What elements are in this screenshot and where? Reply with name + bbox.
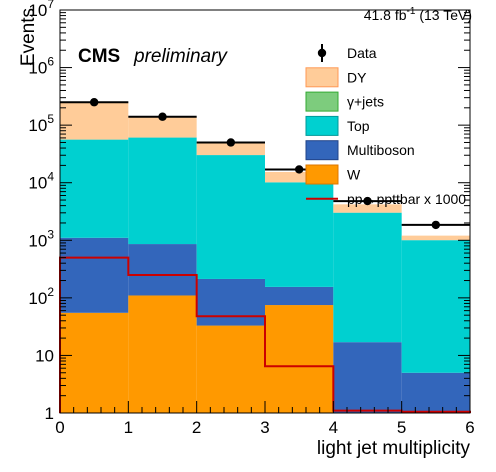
data-point-5: [431, 220, 441, 230]
bar-w-1: [128, 295, 197, 413]
y-tick-exp-6: 6: [47, 55, 54, 69]
bar-top-5: [401, 240, 470, 373]
y-tick-base-5: 10: [28, 116, 47, 135]
data-point-3: [294, 165, 304, 174]
bar-top-4: [333, 212, 402, 343]
data-point-0: [89, 98, 99, 107]
legend-marker-data: [317, 48, 327, 58]
x-tick-label-6: 6: [465, 418, 474, 437]
y-tick-label-4: 104: [28, 170, 54, 193]
x-tick-label-0: 0: [55, 418, 64, 437]
bar-dy-2: [196, 143, 265, 156]
data-point-2: [226, 138, 236, 147]
lumi-value: 41.8 fb: [364, 7, 407, 23]
bar-dy-4: [333, 204, 402, 213]
legend-label-pp-ppttbar-x-1000: pp→ppttbar x 1000: [347, 191, 466, 207]
legend-label-jets: γ+jets: [347, 94, 384, 110]
bar-multiboson-5: [401, 372, 470, 413]
y-tick-exp-2: 2: [47, 285, 54, 299]
lumi-exponent: -1: [407, 6, 416, 17]
legend-marker-multiboson: [305, 140, 339, 161]
x-tick-label-1: 1: [124, 418, 133, 437]
cms-label: CMS: [78, 46, 120, 67]
x-tick-label-4: 4: [329, 418, 338, 437]
legend-marker-top: [305, 115, 339, 136]
bar-dy-1: [128, 116, 197, 138]
y-tick-exp-7: 7: [47, 0, 54, 11]
y-tick-base-4: 10: [28, 174, 47, 193]
legend-label-dy: DY: [347, 69, 367, 85]
y-tick-base-1: 10: [35, 346, 54, 365]
status-label: preliminary: [133, 46, 228, 67]
bar-dy-5: [401, 235, 470, 241]
legend-marker-dy: [305, 67, 339, 88]
bar-multiboson-4: [333, 342, 402, 413]
y-tick-label-2: 102: [28, 285, 54, 308]
y-tick-base-7: 10: [28, 1, 47, 20]
data-point-1: [158, 112, 167, 121]
lumi-energy: (13 TeV): [415, 7, 472, 23]
y-tick-base-0: 1: [45, 404, 54, 423]
bar-top-2: [196, 155, 265, 279]
bar-w-0: [60, 312, 129, 413]
data-point-4: [363, 196, 372, 206]
y-tick-exp-3: 3: [47, 227, 54, 241]
y-tick-label-5: 105: [28, 112, 54, 135]
bar-top-0: [60, 139, 129, 238]
x-tick-label-5: 5: [397, 418, 406, 437]
bar-w-3: [265, 305, 334, 413]
x-tick-label-3: 3: [260, 418, 269, 437]
bar-dy-0: [60, 102, 129, 140]
legend-marker-w: [305, 164, 339, 185]
data-points: [60, 98, 470, 230]
y-tick-label-7: 107: [28, 0, 54, 20]
bar-multiboson-2: [196, 278, 265, 326]
legend-label-w: W: [347, 167, 361, 183]
bar-multiboson-0: [60, 237, 129, 313]
bar-w-2: [196, 325, 265, 413]
legend-label-data: Data: [347, 45, 377, 61]
x-axis-title: light jet multiplicity: [317, 438, 471, 459]
y-tick-base-2: 10: [28, 289, 47, 308]
y-tick-base-6: 10: [28, 59, 47, 78]
y-axis-title: Events: [18, 8, 39, 66]
legend-marker-jets: [305, 91, 339, 112]
bar-multiboson-1: [128, 244, 197, 296]
y-tick-label-0: 1: [45, 404, 54, 423]
y-tick-base-3: 10: [28, 231, 47, 250]
bar-multiboson-3: [265, 286, 334, 306]
y-tick-label-3: 103: [28, 227, 54, 250]
y-tick-label-1: 10: [35, 346, 54, 365]
lumi-label: 41.8 fb-1 (13 TeV): [364, 6, 472, 23]
x-tick-label-2: 2: [192, 418, 201, 437]
y-tick-exp-5: 5: [47, 112, 54, 126]
bar-top-1: [128, 137, 197, 245]
y-tick-exp-4: 4: [47, 170, 54, 184]
bar-dy-3: [265, 171, 334, 183]
y-tick-label-6: 106: [28, 55, 54, 78]
legend: Data DY γ+jets Top Multiboson Wpp→ppttbar x 1…: [305, 44, 466, 207]
legend-label-multiboson: Multiboson: [347, 142, 415, 158]
legend-label-top: Top: [347, 118, 370, 134]
